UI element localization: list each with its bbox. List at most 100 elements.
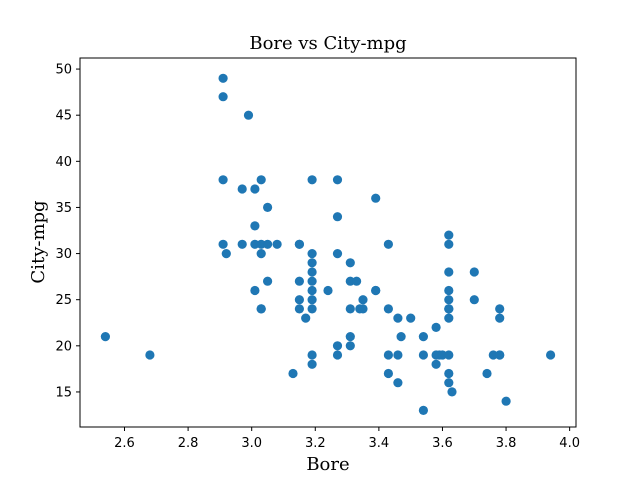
scatter-point: [444, 304, 454, 314]
scatter-point: [482, 368, 492, 379]
scatter-point: [444, 239, 454, 249]
scatter-point: [431, 359, 441, 369]
scatter-point: [100, 332, 110, 342]
scatter-point: [301, 313, 311, 323]
scatter-point: [383, 239, 393, 249]
scatter-point: [307, 285, 317, 296]
scatter-point: [250, 184, 260, 194]
scatter-point: [358, 295, 368, 305]
scatter-point: [444, 267, 454, 277]
scatter-point: [332, 341, 343, 351]
scatter-point: [237, 184, 247, 194]
scatter-point: [307, 295, 317, 305]
scatter-point: [444, 313, 454, 323]
scatter-point: [263, 239, 273, 249]
scatter-point: [221, 249, 231, 259]
scatter-point: [371, 193, 381, 203]
scatter-point: [307, 276, 317, 286]
scatter-point: [332, 350, 343, 360]
scatter-point: [288, 368, 298, 379]
scatter-point: [294, 276, 304, 286]
scatter-point: [444, 295, 454, 305]
scatter-point: [145, 350, 155, 360]
scatter-point: [383, 350, 393, 360]
scatter-point: [256, 249, 266, 259]
scatter-point: [323, 285, 333, 296]
scatter-point: [218, 175, 228, 185]
scatter-point: [345, 332, 355, 342]
scatter-point: [256, 304, 266, 314]
x-axis-label: Bore: [306, 454, 349, 475]
scatter-point: [469, 267, 479, 277]
x-tick-label: 3.0: [241, 436, 262, 451]
scatter-point: [332, 212, 343, 222]
y-tick-label: 50: [55, 63, 72, 78]
y-axis-label: City-mpg: [28, 200, 49, 283]
scatter-point: [345, 304, 355, 314]
scatter-point: [383, 304, 393, 314]
x-tick-label: 3.4: [369, 436, 390, 451]
scatter-point: [546, 350, 556, 360]
scatter-point: [218, 73, 228, 83]
scatter-point: [396, 332, 406, 342]
scatter-point: [444, 285, 454, 296]
scatter-point: [469, 295, 479, 305]
x-axis: 2.6 2.8 3.0 3.2 3.4 3.6 3.8 4.0: [114, 427, 580, 451]
scatter-point: [307, 249, 317, 259]
scatter-point: [393, 313, 403, 323]
scatter-point: [345, 258, 355, 268]
scatter-point: [332, 249, 343, 259]
scatter-point: [444, 350, 454, 360]
scatter-point: [332, 175, 343, 185]
chart-title: Bore vs City-mpg: [249, 33, 406, 54]
scatter-point: [250, 239, 260, 249]
y-tick-label: 15: [55, 385, 72, 400]
y-axis: 15 20 25 30 35 40 45 50: [55, 63, 80, 400]
y-tick-label: 30: [55, 247, 72, 262]
x-tick-label: 3.8: [496, 436, 517, 451]
scatter-point: [418, 332, 428, 342]
scatter-point: [437, 350, 448, 360]
scatter-point: [444, 368, 454, 379]
scatter-point: [263, 202, 273, 212]
scatter-point: [256, 239, 266, 249]
scatter-point: [272, 239, 282, 249]
scatter-point: [307, 267, 317, 277]
scatter-point: [495, 350, 505, 360]
y-tick-label: 35: [55, 201, 72, 216]
scatter-point: [294, 304, 304, 314]
scatter-point: [256, 175, 266, 185]
scatter-point: [406, 313, 416, 323]
scatter-point: [243, 110, 254, 120]
scatter-point: [307, 359, 317, 369]
scatter-point: [352, 276, 362, 286]
scatter-point: [358, 304, 368, 314]
scatter-point: [294, 295, 304, 305]
plot-frame: [79, 57, 577, 428]
x-tick-label: 3.2: [305, 436, 326, 451]
scatter-point: [488, 350, 498, 360]
y-tick-label: 40: [55, 155, 72, 170]
scatter-point: [250, 285, 260, 296]
scatter-point: [393, 350, 403, 360]
scatter-point: [495, 304, 505, 314]
y-tick-label: 25: [55, 293, 72, 308]
y-tick-label: 45: [55, 109, 72, 124]
x-tick-label: 2.8: [178, 436, 199, 451]
scatter-point: [447, 387, 457, 397]
scatter-point: [307, 350, 317, 360]
scatter-point: [431, 322, 441, 332]
scatter-point: [307, 175, 317, 185]
scatter-point: [383, 368, 393, 379]
scatter-point: [237, 239, 247, 249]
scatter-point: [345, 341, 355, 351]
x-tick-label: 3.6: [432, 436, 453, 451]
scatter-point: [218, 239, 228, 249]
scatter-point: [307, 258, 317, 268]
scatter-point: [263, 276, 273, 286]
scatter-point: [218, 92, 228, 102]
scatter-point: [393, 378, 403, 388]
scatter-point: [250, 221, 260, 231]
data-points: [100, 73, 556, 415]
